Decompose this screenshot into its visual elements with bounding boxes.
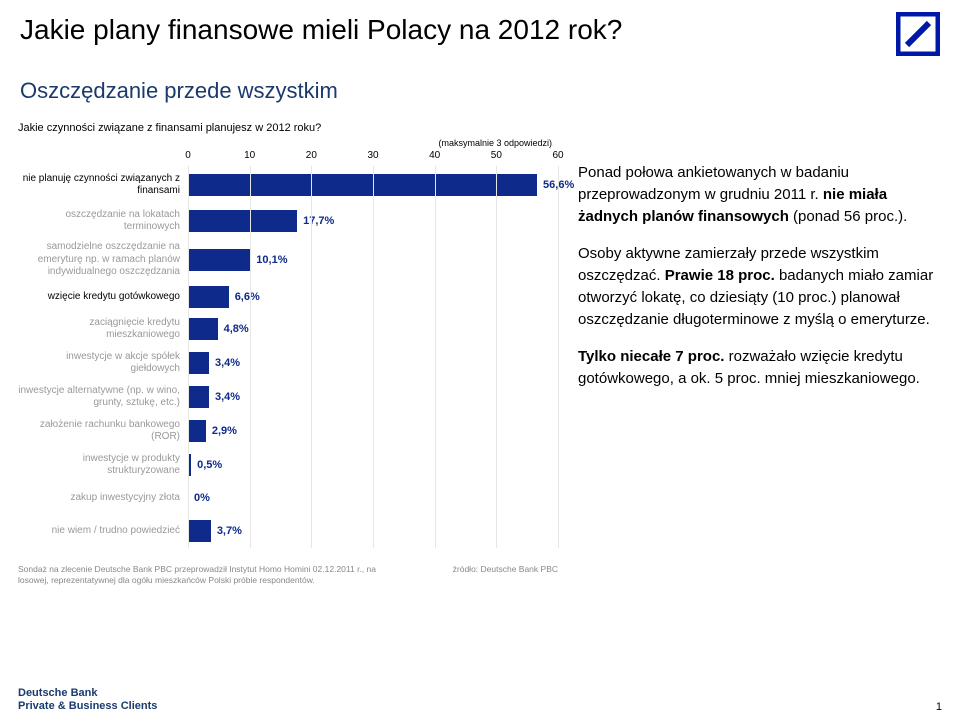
bar-label: nie planuję czynności związanych z finan… bbox=[18, 173, 188, 198]
bar-row: nie planuję czynności związanych z finan… bbox=[18, 166, 558, 204]
bar-row: oszczędzanie na lokatach terminowych17,7… bbox=[18, 204, 558, 238]
p2-b: Prawie 18 proc. bbox=[665, 267, 775, 284]
bar-row: wzięcie kredytu gotówkowego6,6% bbox=[18, 282, 558, 312]
bar-area: 17,7% bbox=[188, 210, 558, 232]
bar-area: 2,9% bbox=[188, 420, 558, 442]
chart-body: nie planuję czynności związanych z finan… bbox=[18, 166, 558, 548]
bar-value: 3,4% bbox=[215, 357, 240, 369]
x-tick: 50 bbox=[491, 150, 502, 161]
bar: 17,7% bbox=[188, 210, 297, 232]
bar-row: inwestycje w akcje spółek giełdowych3,4% bbox=[18, 346, 558, 380]
bar-label: oszczędzanie na lokatach terminowych bbox=[18, 209, 188, 234]
bar-row: inwestycje alternatywne (np. w wino, gru… bbox=[18, 380, 558, 414]
bar: 6,6% bbox=[188, 286, 229, 308]
bar-value: 2,9% bbox=[212, 425, 237, 437]
bar-row: nie wiem / trudno powiedzieć3,7% bbox=[18, 514, 558, 548]
bar-area: 0% bbox=[188, 487, 558, 509]
bar-value: 6,6% bbox=[235, 291, 260, 303]
bar: 0,5% bbox=[188, 454, 191, 476]
p1-c: (ponad 56 proc.). bbox=[789, 208, 907, 225]
bar: 56,6% bbox=[188, 174, 537, 196]
bar-value: 3,7% bbox=[217, 525, 242, 537]
bar-row: zakup inwestycyjny złota 0% bbox=[18, 482, 558, 514]
bar-area: 0,5% bbox=[188, 454, 558, 476]
page-footer: Deutsche Bank Private & Business Clients… bbox=[18, 687, 942, 713]
bar-value: 0,5% bbox=[197, 459, 222, 471]
commentary-p2: Osoby aktywne zamierzały przede wszystki… bbox=[578, 243, 942, 330]
bar-area: 10,1% bbox=[188, 249, 558, 271]
x-tick: 30 bbox=[367, 150, 378, 161]
main-content: Jakie czynności związane z finansami pla… bbox=[0, 122, 960, 586]
source-left: Sondaż na zlecenie Deutsche Bank PBC prz… bbox=[18, 564, 378, 586]
x-tick: 10 bbox=[244, 150, 255, 161]
bar-value: 17,7% bbox=[303, 215, 334, 227]
bar: 3,4% bbox=[188, 352, 209, 374]
bar-value: 0% bbox=[194, 492, 210, 504]
p1-a: Ponad połowa ankietowanych w badaniu prz… bbox=[578, 164, 849, 203]
source-right: źródło: Deutsche Bank PBC bbox=[453, 564, 558, 586]
bar-value: 56,6% bbox=[543, 179, 574, 191]
bar: 3,7% bbox=[188, 520, 211, 542]
bar: 4,8% bbox=[188, 318, 218, 340]
bar-area: 6,6% bbox=[188, 286, 558, 308]
bar-area: 3,4% bbox=[188, 386, 558, 408]
bar-area: 4,8% bbox=[188, 318, 558, 340]
bar: 3,4% bbox=[188, 386, 209, 408]
footer-brand-line1: Deutsche Bank bbox=[18, 687, 157, 700]
bar-label: inwestycje w produkty strukturyzowane bbox=[18, 453, 188, 478]
bar-area: 56,6% bbox=[188, 174, 558, 196]
p3-a: Tylko niecałe 7 proc. bbox=[578, 348, 724, 365]
page-number: 1 bbox=[936, 701, 942, 713]
x-tick: 40 bbox=[429, 150, 440, 161]
bar-label: zakup inwestycyjny złota bbox=[18, 492, 188, 505]
bar-label: samodzielne oszczędzanie na emeryturę np… bbox=[18, 241, 188, 279]
page-title: Jakie plany finansowe mieli Polacy na 20… bbox=[0, 0, 960, 52]
x-tick: 0 bbox=[185, 150, 191, 161]
commentary-column: Ponad połowa ankietowanych w badaniu prz… bbox=[578, 122, 942, 586]
db-logo bbox=[896, 12, 940, 56]
chart-column: Jakie czynności związane z finansami pla… bbox=[18, 122, 558, 586]
x-axis: 0102030405060 bbox=[18, 150, 558, 166]
commentary-p1: Ponad połowa ankietowanych w badaniu prz… bbox=[578, 162, 942, 227]
x-tick: 60 bbox=[552, 150, 563, 161]
bar-label: inwestycje w akcje spółek giełdowych bbox=[18, 351, 188, 376]
footer-brand-line2: Private & Business Clients bbox=[18, 700, 157, 713]
gridline bbox=[558, 166, 559, 548]
footer-brand: Deutsche Bank Private & Business Clients bbox=[18, 687, 157, 713]
bar-label: wzięcie kredytu gotówkowego bbox=[18, 291, 188, 304]
bar-area: 3,4% bbox=[188, 352, 558, 374]
bar-label: założenie rachunku bankowego (ROR) bbox=[18, 419, 188, 444]
chart-note: (maksymalnie 3 odpowiedzi) bbox=[18, 138, 558, 148]
bar-value: 3,4% bbox=[215, 391, 240, 403]
x-tick: 20 bbox=[306, 150, 317, 161]
bar-label: inwestycje alternatywne (np. w wino, gru… bbox=[18, 385, 188, 410]
bar-row: zaciągnięcie kredytu mieszkaniowego4,8% bbox=[18, 312, 558, 346]
commentary-p3: Tylko niecałe 7 proc. rozważało wzięcie … bbox=[578, 346, 942, 390]
chart-question: Jakie czynności związane z finansami pla… bbox=[18, 122, 558, 134]
page-subtitle: Oszczędzanie przede wszystkim bbox=[0, 52, 960, 122]
bar-row: inwestycje w produkty strukturyzowane0,5… bbox=[18, 448, 558, 482]
bar: 10,1% bbox=[188, 249, 250, 271]
bar-label: nie wiem / trudno powiedzieć bbox=[18, 525, 188, 538]
bar-row: założenie rachunku bankowego (ROR)2,9% bbox=[18, 414, 558, 448]
bar-area: 3,7% bbox=[188, 520, 558, 542]
bar-value: 4,8% bbox=[224, 323, 249, 335]
chart-source: Sondaż na zlecenie Deutsche Bank PBC prz… bbox=[18, 564, 558, 586]
bar: 2,9% bbox=[188, 420, 206, 442]
bar-value: 10,1% bbox=[256, 254, 287, 266]
bar-row: samodzielne oszczędzanie na emeryturę np… bbox=[18, 238, 558, 282]
bar-label: zaciągnięcie kredytu mieszkaniowego bbox=[18, 317, 188, 342]
